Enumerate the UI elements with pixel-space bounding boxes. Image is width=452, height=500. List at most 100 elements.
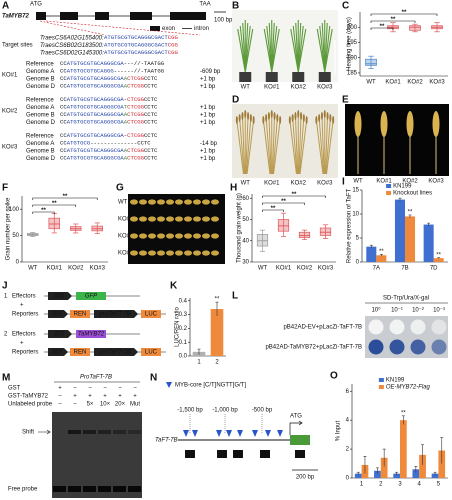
- spike: [291, 114, 294, 122]
- sequence-part: CTCGG: [127, 96, 144, 103]
- shift-band: [113, 430, 126, 434]
- grain: [148, 250, 156, 256]
- genome-label: Genome A: [26, 69, 54, 75]
- mutation-size: +1 bp: [200, 120, 216, 126]
- grain: [130, 233, 138, 239]
- grain: [148, 216, 156, 222]
- shift-label: Shift: [22, 430, 34, 436]
- y-tick-label: 0: [16, 260, 20, 266]
- position-label: -1,000 bp: [212, 408, 238, 414]
- lane-sign: +: [73, 394, 77, 400]
- x-tick-label: WT: [258, 266, 268, 272]
- y-tick-label: 100: [9, 207, 20, 213]
- significance-label: **: [436, 252, 441, 258]
- legend-swatch: [386, 191, 392, 195]
- y-tick-label: 190: [347, 55, 358, 61]
- photo: [345, 104, 449, 176]
- promoter-box: [94, 348, 138, 356]
- bar: [405, 216, 416, 262]
- free-band: [98, 486, 111, 492]
- grain: [166, 250, 174, 256]
- y-tick-label: 50: [12, 233, 19, 239]
- significance-label: **: [408, 210, 413, 216]
- genome-sequence: CCATGTGCGTGCAGGGCGATCTCGGCCTC: [60, 104, 158, 111]
- sequence-part: CTCGG: [127, 104, 144, 111]
- stem: [239, 117, 245, 175]
- spike: [318, 114, 321, 122]
- x-tick-label: 1: [197, 360, 201, 366]
- lane-sign: 20×: [115, 402, 126, 408]
- grain: [184, 216, 192, 222]
- y-tick-label: 15: [352, 188, 359, 194]
- genome-sequence: CCATGTGCGTGCAGGGCGAACTCGGCCTC: [60, 155, 158, 162]
- sequence-part: CC: [60, 83, 67, 90]
- grain: [193, 250, 201, 256]
- genome-label: Reference: [26, 134, 54, 140]
- y-tick-label: 0: [356, 260, 360, 266]
- sequence-part: CCTC: [144, 147, 158, 154]
- legend-label: KN199: [393, 184, 412, 190]
- spike: [323, 110, 326, 118]
- construct-number: 1: [4, 294, 8, 300]
- grain: [202, 199, 210, 205]
- sequence-part: CTCGG: [127, 83, 144, 90]
- grain: [175, 216, 183, 222]
- y-tick-label: 60: [242, 196, 249, 202]
- sequence-part: ---//-TAATGG: [124, 60, 165, 67]
- sequence-part: ATGTGCG: [67, 140, 91, 147]
- exon: [130, 12, 152, 20]
- line-label: KO#2: [291, 85, 307, 91]
- stem: [299, 119, 308, 175]
- grain: [157, 233, 165, 239]
- grain: [202, 233, 210, 239]
- genome-sequence: CCATGTGCGTGCAGGG------//-TAATGG: [60, 68, 165, 75]
- x-tick-label: WT: [28, 266, 38, 272]
- spike: [432, 111, 440, 137]
- panel-label: B: [232, 1, 239, 12]
- lane-sign: −: [88, 386, 92, 392]
- sequence-part: ATGTGCGTGCAGGGCGA: [67, 119, 125, 126]
- reporters-label: Reporters: [12, 312, 38, 318]
- lane-sign: −: [103, 386, 107, 392]
- promoter-box-label: proTaFT-7B: [98, 312, 130, 318]
- sequence-part: CCTC: [144, 75, 158, 82]
- promoter-box-label: 35S: [54, 332, 65, 338]
- stem: [244, 28, 254, 73]
- amplicon-label: 2: [220, 452, 224, 458]
- panel-label: M: [2, 373, 10, 384]
- y-tick-label: 30: [242, 260, 249, 266]
- lane-sign: 5×: [87, 402, 94, 408]
- grain: [202, 216, 210, 222]
- amplicon-label: 3: [236, 452, 240, 458]
- genome-sequence: CCATGTGCGTGCAGGGCGAACTCGGCCTC: [60, 83, 158, 90]
- line-label: KO#1: [264, 85, 280, 91]
- sequence-part: CC: [60, 96, 67, 103]
- x-tick-label: KO#2: [407, 80, 423, 86]
- grain: [175, 250, 183, 256]
- knockout-name: KO#2: [2, 109, 18, 115]
- x-tick-label: 4: [418, 482, 422, 488]
- sequence-part: A: [124, 155, 128, 162]
- significance-label: **: [391, 17, 396, 23]
- sequence-part: CC: [60, 75, 67, 82]
- genome-label: Genome D: [26, 156, 56, 162]
- stem: [265, 117, 272, 175]
- sequence-part: CTCGG: [127, 147, 144, 154]
- x-tick-label: 2: [379, 482, 383, 488]
- y-tick-label: 0.3: [179, 312, 188, 318]
- row-label: GST-TaMYB72: [8, 394, 49, 400]
- x-tick-label: KO#1: [47, 266, 63, 272]
- dilution-label: 10⁰: [371, 307, 381, 314]
- amplicon-box: [233, 450, 243, 458]
- legend-swatch: [386, 184, 392, 188]
- grain: [211, 233, 219, 239]
- colony: [368, 319, 384, 335]
- motif-label: MYB-core [C/T]NGTT[G/T]: [175, 383, 246, 389]
- sequence-part: -: [124, 132, 127, 139]
- mutation-size: -609 bp: [200, 69, 221, 75]
- box: [277, 219, 290, 232]
- guide-line: [45, 20, 201, 36]
- sequence-part: A: [124, 83, 128, 90]
- luc-label: LUC: [145, 350, 158, 356]
